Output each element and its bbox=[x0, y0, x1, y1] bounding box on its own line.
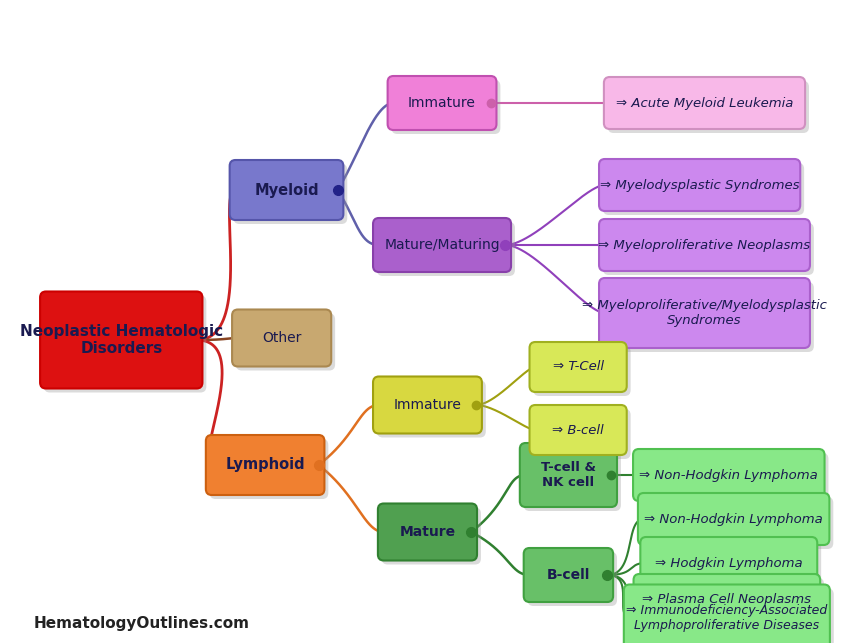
FancyBboxPatch shape bbox=[377, 381, 486, 437]
FancyBboxPatch shape bbox=[599, 219, 810, 271]
Text: ⇒ Hodgkin Lymphoma: ⇒ Hodgkin Lymphoma bbox=[655, 556, 802, 570]
FancyBboxPatch shape bbox=[232, 309, 331, 367]
Text: ⇒ Myelodysplastic Syndromes: ⇒ Myelodysplastic Syndromes bbox=[600, 179, 799, 192]
Text: ⇒ Non-Hodgkin Lymphoma: ⇒ Non-Hodgkin Lymphoma bbox=[640, 469, 818, 482]
FancyBboxPatch shape bbox=[641, 537, 817, 589]
FancyBboxPatch shape bbox=[604, 77, 805, 129]
FancyBboxPatch shape bbox=[534, 346, 630, 396]
Text: Other: Other bbox=[262, 331, 301, 345]
FancyBboxPatch shape bbox=[603, 163, 804, 215]
FancyBboxPatch shape bbox=[392, 80, 500, 134]
FancyBboxPatch shape bbox=[233, 164, 347, 224]
FancyBboxPatch shape bbox=[603, 223, 814, 275]
FancyBboxPatch shape bbox=[608, 81, 809, 133]
Text: HematologyOutlines.com: HematologyOutlines.com bbox=[34, 616, 250, 631]
FancyBboxPatch shape bbox=[206, 435, 325, 495]
Text: B-cell: B-cell bbox=[547, 568, 590, 582]
FancyBboxPatch shape bbox=[633, 449, 825, 501]
FancyBboxPatch shape bbox=[381, 507, 481, 565]
FancyBboxPatch shape bbox=[520, 443, 617, 507]
FancyBboxPatch shape bbox=[373, 218, 511, 272]
Text: Lymphoid: Lymphoid bbox=[226, 458, 305, 473]
FancyBboxPatch shape bbox=[236, 314, 335, 370]
FancyBboxPatch shape bbox=[377, 222, 515, 276]
FancyBboxPatch shape bbox=[624, 584, 830, 643]
FancyBboxPatch shape bbox=[599, 159, 800, 211]
Text: T-cell &
NK cell: T-cell & NK cell bbox=[541, 461, 596, 489]
FancyBboxPatch shape bbox=[637, 578, 824, 630]
FancyBboxPatch shape bbox=[628, 588, 833, 643]
FancyBboxPatch shape bbox=[378, 503, 477, 561]
FancyBboxPatch shape bbox=[387, 76, 497, 130]
Text: Myeloid: Myeloid bbox=[254, 183, 319, 197]
FancyBboxPatch shape bbox=[44, 296, 207, 392]
Text: ⇒ Acute Myeloid Leukemia: ⇒ Acute Myeloid Leukemia bbox=[616, 96, 793, 109]
FancyBboxPatch shape bbox=[603, 282, 814, 352]
FancyBboxPatch shape bbox=[528, 552, 617, 606]
FancyBboxPatch shape bbox=[210, 439, 328, 499]
Text: ⇒ T-Cell: ⇒ T-Cell bbox=[553, 361, 604, 374]
Text: Immature: Immature bbox=[408, 96, 476, 110]
Text: Immature: Immature bbox=[393, 398, 461, 412]
Text: Mature: Mature bbox=[400, 525, 455, 539]
Text: ⇒ Immunodeficiency-Associated
Lymphoproliferative Diseases: ⇒ Immunodeficiency-Associated Lymphoprol… bbox=[626, 604, 827, 632]
FancyBboxPatch shape bbox=[637, 453, 828, 505]
Text: Mature/Maturing: Mature/Maturing bbox=[384, 238, 500, 252]
FancyBboxPatch shape bbox=[534, 409, 630, 459]
Text: Neoplastic Hematologic
Disorders: Neoplastic Hematologic Disorders bbox=[20, 324, 223, 356]
FancyBboxPatch shape bbox=[523, 447, 621, 511]
FancyBboxPatch shape bbox=[644, 541, 821, 593]
FancyBboxPatch shape bbox=[373, 377, 482, 433]
FancyBboxPatch shape bbox=[523, 548, 613, 602]
FancyBboxPatch shape bbox=[634, 574, 821, 626]
Text: ⇒ Myeloproliferative/Myelodysplastic
Syndromes: ⇒ Myeloproliferative/Myelodysplastic Syn… bbox=[582, 299, 827, 327]
FancyBboxPatch shape bbox=[641, 497, 833, 549]
FancyBboxPatch shape bbox=[599, 278, 810, 348]
Text: ⇒ Non-Hodgkin Lymphoma: ⇒ Non-Hodgkin Lymphoma bbox=[644, 512, 823, 525]
Text: ⇒ Myeloproliferative Neoplasms: ⇒ Myeloproliferative Neoplasms bbox=[598, 239, 810, 251]
Text: ⇒ Plasma Cell Neoplasms: ⇒ Plasma Cell Neoplasms bbox=[642, 593, 811, 606]
FancyBboxPatch shape bbox=[530, 342, 627, 392]
FancyBboxPatch shape bbox=[638, 493, 829, 545]
Text: ⇒ B-cell: ⇒ B-cell bbox=[552, 424, 604, 437]
FancyBboxPatch shape bbox=[230, 160, 344, 220]
FancyBboxPatch shape bbox=[530, 405, 627, 455]
FancyBboxPatch shape bbox=[40, 291, 202, 388]
